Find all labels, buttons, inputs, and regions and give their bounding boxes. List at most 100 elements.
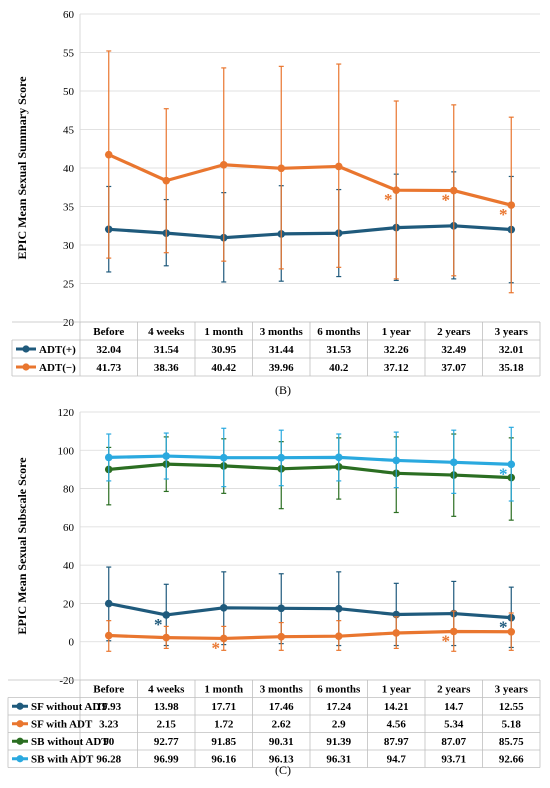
series-line [108, 462, 512, 480]
table-value: 32.26 [384, 344, 409, 356]
table-value: 17.24 [326, 701, 351, 713]
x-category-label: 4 weeks [148, 326, 185, 338]
significance-asterisk: * [442, 631, 451, 650]
x-category-label: 3 months [260, 684, 304, 696]
data-point [277, 453, 286, 462]
x-category-label: 1 month [204, 326, 243, 338]
table-value: 92.77 [154, 736, 179, 748]
y-tick-label: 80 [63, 484, 75, 496]
table-value: 37.07 [441, 362, 466, 374]
y-tick-label: 50 [63, 86, 75, 98]
panel-label-b: (B) [275, 383, 291, 397]
table-value: 17.46 [269, 701, 294, 713]
y-tick-label: 100 [58, 445, 75, 457]
legend-key-marker [16, 755, 24, 763]
x-category-label: 1 year [382, 684, 411, 696]
series-group: * [104, 426, 516, 502]
table-value: 92.66 [499, 754, 524, 766]
table-value: 5.18 [502, 719, 522, 731]
y-tick-label: 55 [63, 48, 75, 60]
data-point [334, 162, 343, 171]
y-tick-label: 30 [63, 240, 75, 252]
legend-key-marker [22, 345, 30, 353]
data-point [392, 456, 401, 465]
legend-series-name: ADT(+) [39, 344, 76, 356]
data-point [219, 634, 228, 643]
data-point [507, 460, 516, 469]
table-value: 40.2 [329, 362, 349, 374]
y-tick-label: 20 [63, 317, 75, 329]
series-line [108, 454, 512, 466]
data-point [507, 627, 516, 636]
data-point [392, 629, 401, 637]
table-value: 87.97 [384, 736, 409, 748]
table-value: 87.07 [441, 736, 466, 748]
series-line [108, 629, 512, 641]
data-point [219, 453, 228, 462]
data-point [334, 632, 343, 640]
table-value: 14.7 [444, 701, 464, 713]
table-value: 40.42 [211, 362, 236, 374]
table-value: 96.99 [154, 754, 179, 766]
y-tick-label: 45 [63, 125, 75, 137]
legend-key-marker [22, 363, 30, 371]
data-point [277, 604, 286, 613]
data-point [104, 150, 113, 159]
table-value: 31.54 [154, 344, 179, 356]
y-tick-label: 35 [63, 202, 75, 214]
table-value: 93.71 [441, 754, 466, 766]
y-tick-label: 40 [63, 560, 75, 572]
legend-key-marker [16, 737, 24, 745]
data-point [449, 458, 458, 467]
series-group: * * [104, 610, 516, 657]
significance-asterisk: * [499, 464, 508, 483]
data-point [162, 176, 171, 185]
y-axis-title: EPIC Mean Sexual Subscale Score [15, 457, 29, 635]
data-point [219, 604, 228, 612]
table-value: 85.75 [499, 736, 524, 748]
x-category-label: 2 years [437, 326, 471, 338]
series-line [108, 224, 512, 240]
series-line [108, 601, 512, 620]
data-point [162, 633, 171, 642]
data-point [162, 452, 171, 460]
legend-series-name: ADT(−) [39, 362, 76, 374]
x-category-label: Before [93, 326, 124, 338]
x-category-label: 2 years [437, 684, 471, 696]
table-value: 17.71 [211, 701, 236, 713]
table-value: 96.16 [211, 754, 236, 766]
x-category-label: 6 months [317, 684, 361, 696]
table-value: 31.53 [326, 344, 351, 356]
y-tick-label: 60 [63, 522, 75, 534]
legend-series-name: SF without ADT [31, 701, 108, 713]
data-table: Before 4 weeks 1 month 3 months 6 months 1 ye… [11, 321, 541, 377]
data-table: Before 4 weeks 1 month 3 months 6 months 1 ye… [7, 679, 541, 768]
table-value: 12.55 [499, 701, 524, 713]
table-value: 4.56 [387, 719, 407, 731]
series-line [108, 153, 512, 207]
chart-panel-c: EPIC Mean Sexual Subscale Score -20 0 20 40 6… [7, 407, 541, 768]
table-value: 91.85 [211, 736, 236, 748]
y-tick-label: 0 [69, 637, 75, 649]
legend-series-name: SF with ADT [31, 719, 93, 731]
data-point [162, 611, 171, 619]
x-category-label: 3 years [495, 684, 529, 696]
table-value: 39.96 [269, 362, 294, 374]
chart-panel-b: EPIC Mean Sexual Summary Score 20 25 30 35 40… [11, 9, 541, 377]
table-value: 31.44 [269, 344, 294, 356]
y-tick-label: 120 [58, 407, 75, 419]
y-tick-label: 20 [63, 598, 75, 610]
x-category-label: 1 month [204, 684, 243, 696]
table-value: 1.72 [214, 719, 234, 731]
significance-asterisk: * [384, 190, 393, 209]
table-value: 32.49 [441, 344, 466, 356]
table-value: 13.98 [154, 701, 179, 713]
table-value: 5.34 [444, 719, 464, 731]
table-value: 91.39 [326, 736, 351, 748]
data-point [334, 453, 343, 462]
table-value: 32.04 [96, 344, 121, 356]
significance-asterisk: * [442, 191, 451, 210]
table-value: 19.93 [96, 701, 121, 713]
y-tick-label: -20 [59, 675, 74, 687]
